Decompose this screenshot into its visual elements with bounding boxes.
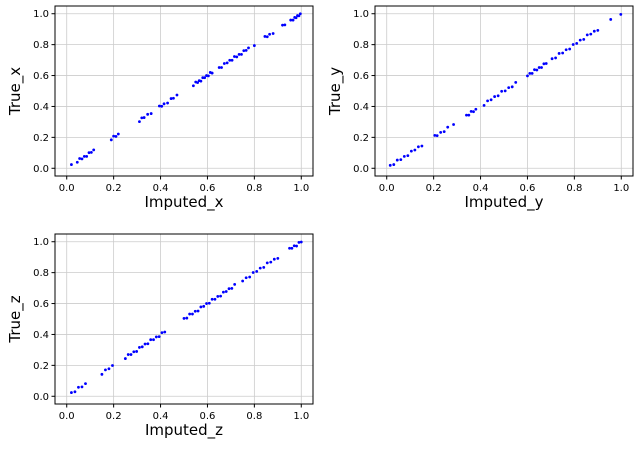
y-tick-label: 1.0 [33,237,49,248]
y-tick-label: 0.0 [353,164,369,175]
x-tick-label: 0.8 [566,183,582,194]
x-tick-label: 0.2 [106,411,122,422]
y-axis-label-true-y: True_y [326,66,344,116]
plot-canvas-z: 0.0 0.2 0.4 0.6 0.8 1.0 0.0 0.2 0.4 0.6 0.8 1.0 [33,233,314,422]
x-tick-label: 0.0 [59,183,75,194]
y-tick-label: 0.2 [33,361,49,372]
y-axis-label-true-z: True_z [6,295,24,343]
x-tick-label: 0.8 [246,183,262,194]
x-tick-label: 0.6 [520,183,536,194]
x-tick-label: 1.0 [293,411,309,422]
x-tick-label: 0.4 [153,411,169,422]
x-tick-label: 0.0 [59,411,75,422]
x-axis-label-imputed-x: Imputed_x [144,193,224,211]
x-axis-label-imputed-y: Imputed_y [464,193,544,211]
x-tick-label: 1.0 [293,183,309,194]
x-tick-label: 1.0 [613,183,629,194]
y-tick-label: 0.6 [33,299,49,310]
y-tick-label: 0.2 [33,133,49,144]
y-tick-label: 0.4 [353,102,369,113]
plot-canvas-y: 0.0 0.2 0.4 0.6 0.8 1.0 0.0 0.2 0.4 0.6 0.8 1.0 [353,5,634,194]
x-tick-label: 0.4 [473,183,489,194]
y-tick-label: 1.0 [33,9,49,20]
scatter-plot-y: 0.0 0.2 0.4 0.6 0.8 1.0 0.0 0.2 0.4 0.6 0.8 1.0 Tru… [320,0,640,224]
scatter-points [388,12,623,167]
y-tick-label: 0.8 [353,40,369,51]
x-tick-label: 0.0 [379,183,395,194]
x-tick-label: 0.6 [200,411,216,422]
x-axis-label-imputed-z: Imputed_z [144,421,224,439]
plot-canvas-x: 0.0 0.2 0.4 0.6 0.8 1.0 0.0 0.2 0.4 0.6 0.8 1.0 [33,5,314,194]
y-tick-label: 0.8 [33,40,49,51]
x-tick-label: 0.2 [426,183,442,194]
y-tick-label: 0.2 [353,133,369,144]
y-axis-label-true-x: True_x [6,66,24,116]
x-tick-label: 0.4 [153,183,169,194]
x-tick-label: 0.8 [246,411,262,422]
y-tick-label: 0.0 [33,392,49,403]
scatter-points [70,12,302,166]
y-tick-label: 1.0 [353,9,369,20]
y-tick-label: 0.8 [33,268,49,279]
x-tick-label: 0.2 [106,183,122,194]
y-tick-label: 0.4 [33,330,49,341]
y-tick-label: 0.0 [33,164,49,175]
scatter-points [70,240,303,394]
scatter-plot-x: 0.0 0.2 0.4 0.6 0.8 1.0 0.0 0.2 0.4 0.6 0.8 1.0 Tru… [0,0,320,224]
y-tick-label: 0.4 [33,102,49,113]
x-tick-label: 0.6 [200,183,216,194]
y-tick-label: 0.6 [33,71,49,82]
y-tick-label: 0.6 [353,71,369,82]
scatter-plot-z: 0.0 0.2 0.4 0.6 0.8 1.0 0.0 0.2 0.4 0.6 0.8 1.0 Tru… [0,228,320,449]
